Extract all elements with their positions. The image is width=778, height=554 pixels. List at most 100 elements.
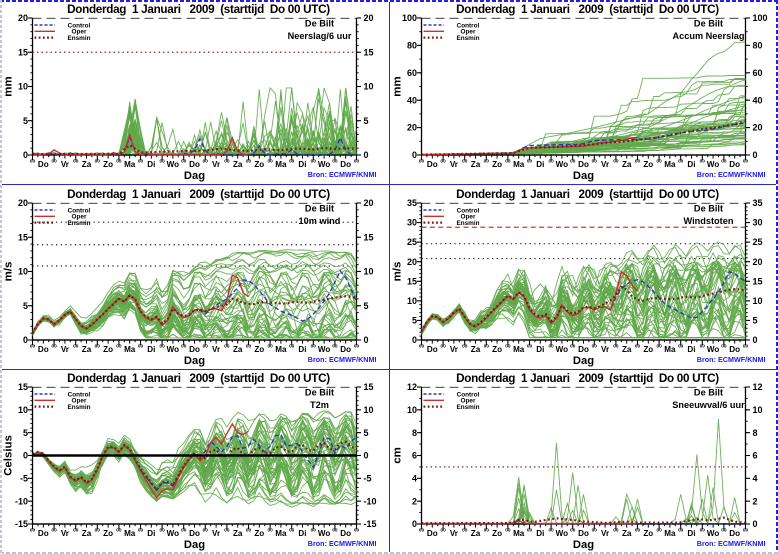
- svg-text:00: 00: [311, 528, 317, 533]
- svg-text:Donderdag 1 Januari 2009 (: Donderdag 1 Januari 2009 (starttijd Do 0…: [67, 188, 330, 201]
- svg-text:Wo: Wo: [707, 344, 719, 353]
- svg-text:00: 00: [743, 343, 749, 348]
- svg-text:00: 00: [462, 158, 468, 163]
- svg-text:Control: Control: [68, 392, 91, 399]
- svg-text:00: 00: [527, 528, 533, 533]
- svg-text:00: 00: [505, 158, 511, 163]
- svg-text:Vr: Vr: [212, 160, 221, 169]
- svg-text:10: 10: [407, 296, 417, 306]
- svg-text:Za: Za: [233, 160, 243, 169]
- svg-text:20: 20: [407, 256, 417, 266]
- svg-text:Di: Di: [147, 529, 155, 538]
- svg-text:00: 00: [527, 343, 533, 348]
- svg-text:Do: Do: [427, 529, 438, 538]
- svg-text:40: 40: [407, 95, 417, 105]
- svg-text:m/s: m/s: [3, 261, 15, 281]
- svg-text:00: 00: [440, 158, 446, 163]
- svg-text:Vr: Vr: [450, 160, 459, 169]
- svg-text:00: 00: [570, 158, 576, 163]
- svg-text:Vr: Vr: [212, 529, 221, 538]
- svg-text:00: 00: [51, 528, 57, 533]
- svg-text:Zo: Zo: [254, 529, 264, 538]
- svg-text:00: 00: [613, 343, 619, 348]
- svg-text:Control: Control: [457, 392, 480, 399]
- svg-text:Oper: Oper: [72, 29, 87, 36]
- svg-text:00: 00: [159, 528, 165, 533]
- svg-text:2: 2: [752, 497, 757, 507]
- svg-text:00: 00: [246, 343, 252, 348]
- svg-text:00: 00: [181, 343, 187, 348]
- svg-text:80: 80: [752, 40, 762, 50]
- svg-text:Vr: Vr: [61, 344, 70, 353]
- svg-text:Ma: Ma: [513, 344, 525, 353]
- svg-text:00: 00: [203, 158, 209, 163]
- svg-text:Za: Za: [82, 529, 92, 538]
- svg-text:Do: Do: [38, 529, 49, 538]
- svg-text:00: 00: [462, 343, 468, 348]
- svg-text:100: 100: [402, 13, 417, 23]
- svg-text:00: 00: [505, 528, 511, 533]
- svg-text:00: 00: [332, 158, 338, 163]
- svg-text:15: 15: [18, 232, 28, 242]
- svg-text:Ensmin: Ensmin: [456, 35, 479, 42]
- svg-text:00: 00: [678, 158, 684, 163]
- svg-text:8: 8: [752, 428, 757, 438]
- svg-text:00: 00: [354, 528, 360, 533]
- svg-text:Ma: Ma: [275, 344, 287, 353]
- svg-text:12: 12: [752, 382, 762, 392]
- svg-text:Vr: Vr: [212, 344, 221, 353]
- svg-text:00: 00: [224, 528, 230, 533]
- svg-text:60: 60: [752, 68, 762, 78]
- svg-text:Zo: Zo: [103, 160, 113, 169]
- svg-text:00: 00: [527, 158, 533, 163]
- svg-text:Oper: Oper: [461, 213, 476, 220]
- svg-text:00: 00: [311, 343, 317, 348]
- svg-text:00: 00: [246, 528, 252, 533]
- svg-text:Celsius: Celsius: [3, 435, 15, 476]
- svg-text:Ma: Ma: [513, 529, 525, 538]
- svg-text:Wo: Wo: [707, 160, 719, 169]
- svg-text:Zo: Zo: [103, 529, 113, 538]
- svg-text:Zo: Zo: [103, 344, 113, 353]
- svg-text:00: 00: [181, 158, 187, 163]
- svg-text:Za: Za: [82, 344, 92, 353]
- svg-text:Zo: Zo: [492, 529, 502, 538]
- svg-text:Dag: Dag: [184, 539, 205, 551]
- svg-text:Oper: Oper: [72, 213, 87, 220]
- svg-text:Zo: Zo: [254, 344, 264, 353]
- svg-text:6: 6: [752, 451, 757, 461]
- svg-text:Dag: Dag: [573, 539, 594, 551]
- svg-text:Za: Za: [622, 529, 632, 538]
- svg-text:00: 00: [51, 158, 57, 163]
- svg-text:5: 5: [23, 300, 28, 310]
- svg-text:Ma: Ma: [664, 344, 676, 353]
- svg-text:80: 80: [407, 40, 417, 50]
- svg-text:35: 35: [407, 198, 417, 208]
- svg-text:00: 00: [613, 158, 619, 163]
- svg-text:00: 00: [440, 343, 446, 348]
- svg-text:Ma: Ma: [124, 529, 136, 538]
- svg-text:00: 00: [311, 158, 317, 163]
- svg-text:Do: Do: [38, 160, 49, 169]
- svg-text:Do: Do: [427, 344, 438, 353]
- svg-text:00: 00: [700, 528, 706, 533]
- svg-text:00: 00: [73, 528, 79, 533]
- svg-text:00: 00: [138, 158, 144, 163]
- svg-text:00: 00: [419, 158, 425, 163]
- svg-text:Donderdag 1 Januari 2009 (: Donderdag 1 Januari 2009 (starttijd Do 0…: [456, 188, 719, 201]
- svg-text:Ma: Ma: [275, 160, 287, 169]
- svg-text:00: 00: [700, 343, 706, 348]
- svg-text:Ma: Ma: [124, 160, 136, 169]
- svg-text:Za: Za: [622, 344, 632, 353]
- svg-text:De Bilt: De Bilt: [694, 18, 723, 28]
- svg-text:Bron: ECMWF/KNMI: Bron: ECMWF/KNMI: [697, 354, 766, 363]
- svg-text:00: 00: [484, 528, 490, 533]
- svg-text:Control: Control: [457, 22, 480, 29]
- svg-text:00: 00: [700, 158, 706, 163]
- svg-text:Di: Di: [536, 344, 544, 353]
- svg-text:-5: -5: [363, 474, 371, 484]
- svg-text:10: 10: [18, 405, 28, 415]
- svg-text:Za: Za: [233, 529, 243, 538]
- svg-text:00: 00: [678, 528, 684, 533]
- svg-text:Ma: Ma: [124, 344, 136, 353]
